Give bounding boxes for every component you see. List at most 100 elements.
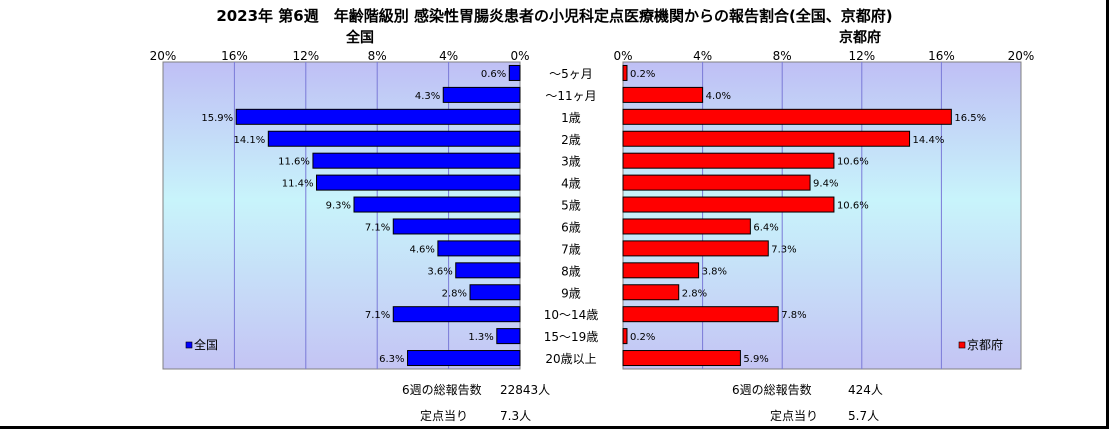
left-tick-label: 16%: [221, 49, 248, 63]
right-legend-swatch: [958, 341, 966, 349]
category-label: 8歳: [561, 264, 581, 278]
right-bar: [622, 350, 741, 367]
left-bar: [353, 196, 521, 213]
left-bar: [235, 108, 521, 125]
right-per-site-value: 5.7人: [848, 409, 880, 423]
left-data-label: 11.6%: [278, 157, 310, 168]
left-tick-label: 20%: [150, 49, 177, 63]
category-label: 5歳: [561, 199, 581, 213]
right-tick-label: 20%: [1008, 49, 1035, 63]
right-bar: [622, 262, 700, 279]
left-data-label: 14.1%: [234, 135, 266, 146]
left-data-label: 0.6%: [481, 69, 506, 80]
left-bar: [455, 262, 521, 279]
left-bar: [496, 328, 521, 345]
left-bar: [267, 130, 521, 147]
right-data-label: 2.8%: [682, 288, 707, 299]
right-data-label: 16.5%: [954, 113, 986, 124]
chart-title: 2023年 第6週 年齢階級別 感染性胃腸炎患者の小児科定点医療機関からの報告割…: [216, 7, 893, 25]
category-label: 2歳: [561, 133, 581, 147]
right-per-site-label: 定点当り: [770, 409, 819, 423]
right-plot-area: [622, 61, 1022, 370]
right-data-label: 5.9%: [743, 354, 768, 365]
right-bar: [622, 64, 628, 81]
left-data-label: 4.6%: [409, 244, 434, 255]
right-total-label: 6週の総報告数: [732, 383, 812, 397]
right-bar: [622, 306, 779, 323]
left-data-label: 4.3%: [415, 91, 440, 102]
right-total-value: 424人: [848, 383, 883, 397]
right-bar: [622, 218, 751, 235]
category-label: 6歳: [561, 220, 581, 234]
bottom-border: [0, 426, 1109, 429]
right-data-label: 0.2%: [630, 332, 655, 343]
right-bar: [622, 152, 835, 169]
left-data-label: 11.4%: [282, 179, 314, 190]
left-bar: [312, 152, 521, 169]
left-bar: [407, 350, 521, 367]
category-label: 1歳: [561, 111, 581, 125]
right-tick-label: 16%: [928, 49, 955, 63]
left-data-label: 7.1%: [365, 222, 390, 233]
right-data-label: 7.3%: [771, 244, 796, 255]
right-bar: [622, 108, 952, 125]
right-bar: [622, 86, 704, 103]
right-data-label: 4.0%: [706, 91, 731, 102]
left-legend-swatch: [185, 341, 193, 349]
right-tick-label: 8%: [773, 49, 792, 63]
left-bar: [442, 86, 521, 103]
left-tick-label: 8%: [368, 49, 387, 63]
right-tick-label: 0%: [613, 49, 632, 63]
left-total-value: 22843人: [500, 383, 551, 397]
left-data-label: 15.9%: [201, 113, 233, 124]
left-bar: [316, 174, 521, 191]
right-panel-title: 京都府: [839, 30, 881, 46]
category-label: ～11ヶ月: [545, 89, 596, 103]
left-data-label: 2.8%: [442, 288, 467, 299]
right-data-label: 6.4%: [753, 222, 778, 233]
right-bar: [622, 328, 628, 345]
left-bar: [392, 306, 521, 323]
right-bar: [622, 174, 811, 191]
right-data-label: 0.2%: [630, 69, 655, 80]
left-data-label: 6.3%: [379, 354, 404, 365]
right-data-label: 14.4%: [913, 135, 945, 146]
right-bar: [622, 196, 835, 213]
left-bar: [392, 218, 521, 235]
right-tick-label: 12%: [848, 49, 875, 63]
left-data-label: 3.6%: [427, 266, 452, 277]
left-data-label: 1.3%: [468, 332, 493, 343]
left-bar: [508, 64, 521, 81]
category-label: ～5ヶ月: [549, 67, 593, 81]
right-bar: [622, 240, 769, 257]
right-bar: [622, 284, 680, 301]
left-panel-title: 全国: [346, 30, 374, 46]
left-per-site-label: 定点当り: [420, 409, 469, 423]
right-data-label: 7.8%: [781, 310, 806, 321]
left-tick-label: 0%: [510, 49, 529, 63]
right-tick-label: 4%: [693, 49, 712, 63]
category-label: 7歳: [561, 242, 581, 256]
left-legend-label: 全国: [194, 337, 218, 352]
left-data-label: 9.3%: [326, 201, 351, 212]
right-bar: [622, 130, 911, 147]
right-data-label: 3.8%: [702, 266, 727, 277]
right-data-label: 10.6%: [837, 201, 869, 212]
left-per-site-value: 7.3人: [500, 409, 532, 423]
right-data-label: 10.6%: [837, 157, 869, 168]
category-label: 4歳: [561, 177, 581, 191]
left-tick-label: 4%: [439, 49, 458, 63]
category-label: 15～19歳: [544, 330, 599, 344]
left-data-label: 7.1%: [365, 310, 390, 321]
left-plot-area: [162, 61, 521, 370]
left-total-label: 6週の総報告数: [402, 383, 482, 397]
left-bar: [469, 284, 521, 301]
category-label: 3歳: [561, 155, 581, 169]
left-tick-label: 12%: [292, 49, 319, 63]
right-border: [1106, 0, 1109, 429]
category-label: 10～14歳: [544, 308, 599, 322]
right-legend-label: 京都府: [967, 337, 1003, 352]
category-label: 9歳: [561, 286, 581, 300]
